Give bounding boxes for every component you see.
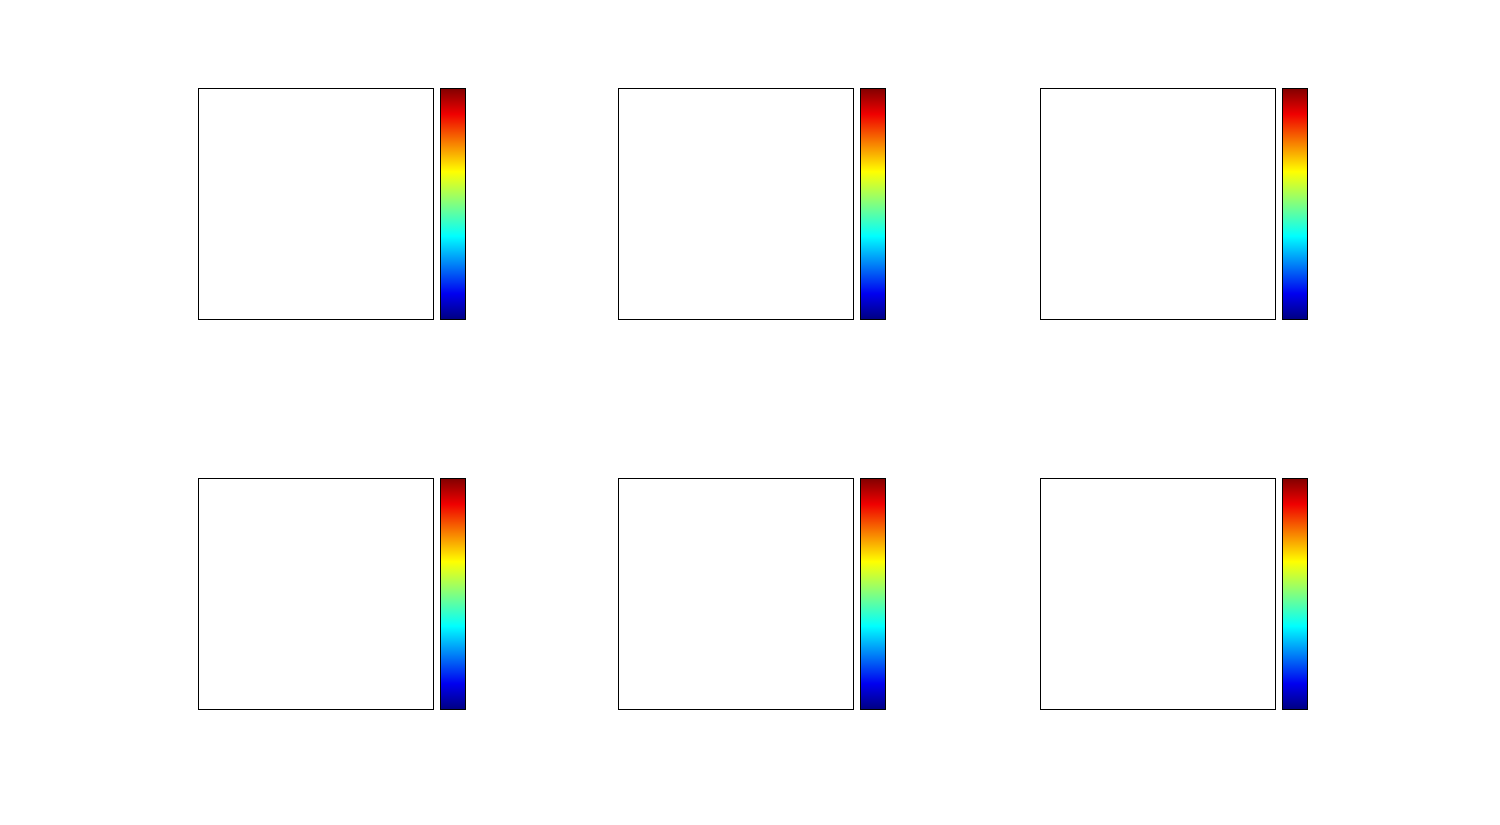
colorbar [860, 478, 886, 710]
map-plot-area [198, 88, 434, 320]
map-plot-area [1040, 88, 1276, 320]
state-borders-overlay [1041, 479, 1275, 709]
colorbar [860, 88, 886, 320]
panel-sat-200hpa-rh [618, 88, 886, 320]
panel-sat-300hpa-rh [198, 478, 466, 710]
data-dots-canvas [199, 89, 433, 319]
data-dots-canvas [619, 479, 853, 709]
panel-sat-250hpa-rh [1040, 88, 1308, 320]
data-dots-canvas [619, 89, 853, 319]
colorbar [1282, 478, 1308, 710]
map-plot-area [1040, 478, 1276, 710]
state-borders-overlay [619, 89, 853, 319]
data-dots-canvas [1041, 479, 1275, 709]
colorbar [440, 478, 466, 710]
colorbar [1282, 88, 1308, 320]
panel-sat-150hpa-rh [198, 88, 466, 320]
state-borders-overlay [619, 479, 853, 709]
map-plot-area [618, 88, 854, 320]
map-plot-area [618, 478, 854, 710]
map-plot-area [198, 478, 434, 710]
colorbar [440, 88, 466, 320]
data-dots-canvas [199, 479, 433, 709]
state-borders-overlay [199, 89, 433, 319]
data-dots-canvas [1041, 89, 1275, 319]
panel-sat-400hpa-rh [1040, 478, 1308, 710]
state-borders-overlay [199, 479, 433, 709]
panel-sat-350hpa-rh [618, 478, 886, 710]
state-borders-overlay [1041, 89, 1275, 319]
